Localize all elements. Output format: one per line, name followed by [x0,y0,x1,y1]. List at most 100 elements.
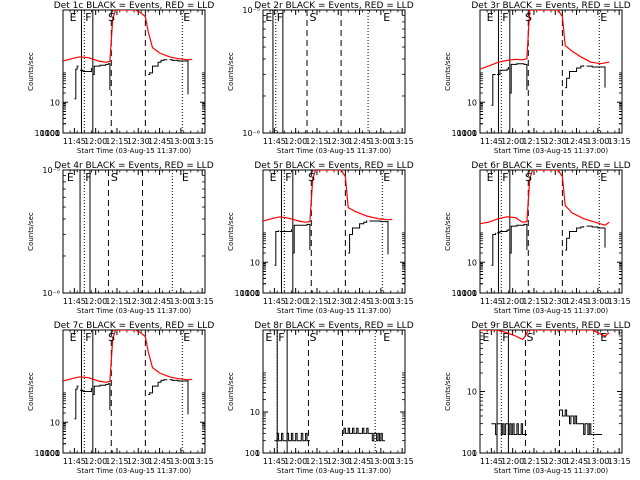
x-tick-label: 12:15 [522,297,545,306]
y-tick-label: 1 [55,449,60,458]
x-tick-label: 13:00 [169,137,192,146]
x-axis-label: Start Time (03-Aug-15 11:37:00) [277,307,391,315]
y-tick-label: 1000 [40,129,60,138]
x-tick-label: 13:15 [191,297,214,306]
y-tick-label: 1000 [457,129,477,138]
y-axis-label: Counts/sec [27,52,35,91]
panel-6: Det 6r BLACK = Events, RED = LLD 1 10 10010… [444,161,631,315]
y-tick-label: 10 [467,388,477,397]
marker-label: E [600,331,607,344]
chart-title: Det 6r BLACK = Events, RED = LLD [471,161,630,171]
lld-series-line [480,10,610,70]
y-tick-label: 1 [55,129,60,138]
events-series-line [80,388,92,392]
events-series-line [491,232,497,266]
x-tick-label: 12:15 [305,297,328,306]
x-tick-label: 12:45 [565,137,588,146]
x-tick-label: 13:00 [586,457,609,466]
x-tick-label: 12:45 [148,137,171,146]
marker-label: F [85,171,91,184]
y-tick-label: 1 [472,289,477,298]
x-tick-label: 12:30 [544,297,567,306]
events-series-line [92,63,111,90]
x-tick-label: 12:45 [348,457,371,466]
events-series-line [497,67,509,75]
marker-label: F [285,171,291,184]
y-tick-label: 100 [462,129,477,138]
events-series-line [565,65,585,89]
x-axis-label: Start Time (03-Aug-15 11:37:00) [494,147,608,155]
y-tick-label: 1000 [457,289,477,298]
marker-label: E [383,331,390,344]
x-tick-label: 13:15 [608,457,631,466]
plot-area [480,10,610,133]
y-tick-label: 100 [45,449,60,458]
events-series-line [586,225,606,248]
x-tick-label: 12:30 [544,137,567,146]
y-tick-label: 10⁻⁶ [242,129,260,138]
plot-area [63,10,193,133]
x-tick-label: 11:45 [63,457,86,466]
events-series-line [491,423,527,435]
x-tick-label: 12:00 [84,137,107,146]
y-tick-label: 1000 [40,449,60,458]
lld-series-line [480,330,610,341]
x-axis-label: Start Time (03-Aug-15 11:37:00) [494,307,608,315]
y-tick-label: 100 [245,289,260,298]
y-tick-label: 10000 [35,129,60,138]
x-tick-label: 12:00 [284,137,307,146]
panel-2: Det 2r BLACK = Events, RED = LLD 10⁻⁶ 10⁻⁵… [227,1,414,155]
panel-3: Det 3r BLACK = Events, RED = LLD 1 10 10010… [444,1,631,155]
x-tick-label: 12:00 [284,297,307,306]
panel-8: Det 8r BLACK = Events, RED = LLD 1 10 10011… [227,321,414,475]
plot-area [63,330,193,453]
y-tick-label: 100 [45,129,60,138]
x-tick-label: 11:45 [63,297,86,306]
marker-label: F [502,171,508,184]
y-tick-label: 10 [467,258,477,267]
events-series-line [274,230,280,266]
marker-label: E [70,331,77,344]
marker-label: F [85,11,91,24]
y-axis-label: Counts/sec [444,52,452,91]
x-tick-label: 12:30 [127,137,150,146]
x-tick-label: 11:45 [480,297,503,306]
plot-area [480,170,610,293]
y-axis-label: Counts/sec [444,372,452,411]
x-tick-label: 11:45 [63,137,86,146]
events-series-line [80,68,92,72]
y-tick-label: 10 [250,408,260,417]
y-tick-label: 100 [245,449,260,458]
chart-title: Det 7c BLACK = Events, RED = LLD [54,321,215,331]
x-tick-label: 12:30 [544,457,567,466]
y-tick-label: 10000 [35,449,60,458]
y-tick-label: 10 [250,258,260,267]
plot-area [79,170,173,293]
x-tick-label: 12:15 [105,297,128,306]
x-tick-label: 13:00 [586,137,609,146]
y-tick-label: 100 [462,289,477,298]
x-tick-label: 12:30 [127,297,150,306]
y-tick-label: 1 [255,289,260,298]
marker-label: S [309,11,316,24]
x-tick-label: 12:30 [327,297,350,306]
x-tick-label: 12:45 [148,457,171,466]
marker-label: E [482,331,489,344]
x-tick-label: 12:00 [501,297,524,306]
chart-title: Det 3r BLACK = Events, RED = LLD [471,1,630,11]
lld-series-line [63,330,193,383]
y-axis-label: Counts/sec [227,52,235,91]
marker-label: E [67,171,74,184]
x-axis-label: Start Time (03-Aug-15 11:37:00) [277,467,391,475]
x-tick-label: 12:30 [127,457,150,466]
events-series-line [509,223,528,254]
x-tick-label: 13:00 [586,297,609,306]
events-series-line [497,229,509,234]
x-tick-label: 13:00 [169,457,192,466]
events-series-line [92,383,111,410]
x-axis-label: Start Time (03-Aug-15 11:37:00) [494,467,608,475]
y-tick-label: 10 [50,98,60,107]
x-tick-label: 12:15 [522,137,545,146]
marker-label: F [502,11,508,24]
